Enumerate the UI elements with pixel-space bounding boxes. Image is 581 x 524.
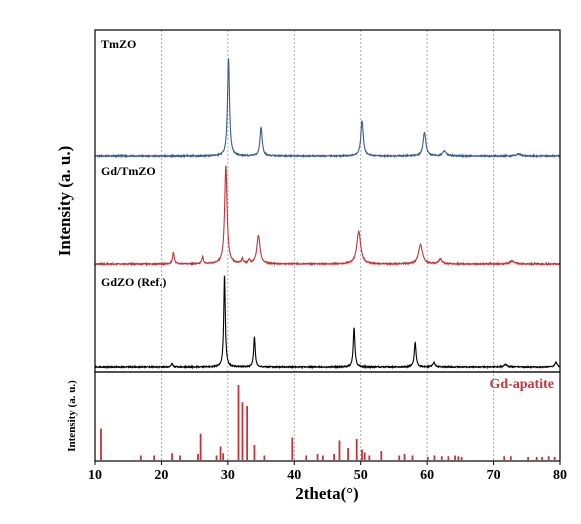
reference-title-gd-apatite: Gd-apatite [489, 377, 554, 392]
reference-sticks [100, 385, 556, 460]
series-line-0 [94, 58, 561, 159]
series-line-1 [94, 165, 561, 267]
series-line-2 [94, 274, 561, 370]
x-tick-label: 10 [88, 468, 102, 483]
series-label-tmzo: TmZO [101, 37, 136, 51]
upper-plot-frame [94, 29, 561, 373]
xrd-curves [94, 58, 561, 370]
x-tick-label: 40 [287, 468, 301, 483]
upper-y-axis-label: Intensity (a. u.) [55, 146, 74, 257]
x-axis-label: 2theta(°) [295, 484, 358, 503]
vertical-grid-lines [161, 30, 494, 461]
x-tick-label: 30 [221, 468, 235, 483]
series-label-gdzo-ref: GdZO (Ref.) [101, 275, 166, 289]
x-tick-label: 20 [154, 468, 168, 483]
x-tick-label: 60 [420, 468, 434, 483]
x-tick-label: 80 [553, 468, 567, 483]
x-axis-ticks: 10 20 30 40 50 60 70 80 [88, 461, 567, 483]
lower-y-axis-label: Intensity (a. u.) [66, 380, 78, 452]
x-tick-label: 50 [354, 468, 368, 483]
lower-plot-frame [94, 371, 561, 462]
series-label-gd-tmzo: Gd/TmZO [101, 164, 156, 178]
x-tick-label: 70 [487, 468, 501, 483]
